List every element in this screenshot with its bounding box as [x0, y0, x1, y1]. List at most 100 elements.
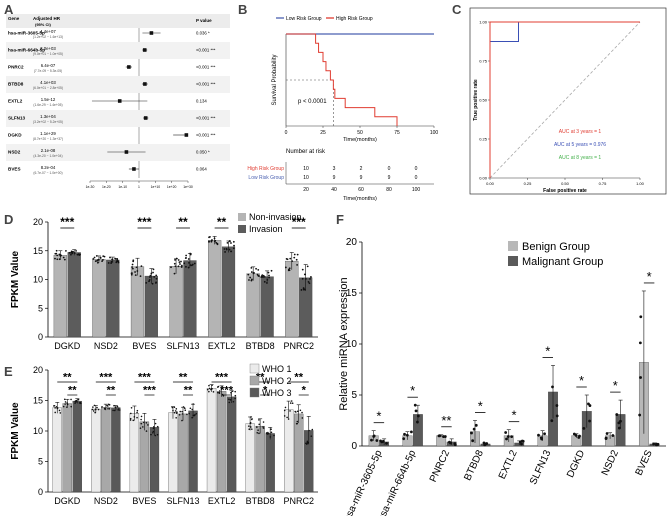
- bar: [245, 423, 255, 493]
- bar-data-point: [638, 413, 642, 417]
- bar-data-point: [555, 404, 559, 407]
- bar-data-point: [266, 278, 269, 281]
- forest-hr-value: 4.4e+07: [40, 29, 56, 34]
- forest-p-value: 0.134: [196, 99, 207, 104]
- bar-data-point: [296, 264, 299, 266]
- forest-hr-value: 6.4e-07: [41, 63, 56, 68]
- bar-data-point: [130, 412, 132, 415]
- bar-data-point: [156, 425, 159, 428]
- bar-data-point: [175, 408, 178, 410]
- bar-data-point: [215, 241, 218, 244]
- bar: [208, 240, 222, 338]
- bar-data-point: [442, 435, 445, 438]
- bar-data-point: [230, 250, 232, 253]
- bar-data-point: [270, 428, 272, 431]
- bar-data-point: [250, 279, 253, 282]
- forest-ci-value: (1.2e+02 ~ 1.6e+13): [33, 35, 63, 39]
- bar: [226, 396, 237, 493]
- bar-data-point: [91, 408, 94, 411]
- roc-x-tick-label: 0.50: [561, 181, 570, 186]
- bar-data-point: [234, 390, 236, 393]
- bar-data-point: [233, 244, 235, 247]
- bar-data-point: [588, 419, 591, 423]
- forest-hr-value: 2.1e-08: [41, 148, 56, 153]
- bar-data-point: [185, 265, 187, 268]
- bar-data-point: [300, 289, 303, 291]
- bar-data-point: [135, 266, 138, 269]
- roc-y-tick-label: 1.00: [479, 20, 488, 25]
- bar-data-point: [119, 409, 121, 411]
- km-x-tick-label: 50: [357, 130, 363, 136]
- bar-data-point: [187, 258, 190, 260]
- bar-data-point: [230, 242, 232, 244]
- bar-data-point: [116, 259, 119, 262]
- bar-data-point: [266, 432, 268, 435]
- bar-data-point: [186, 413, 188, 416]
- risk-row-label: High Risk Group: [247, 166, 284, 172]
- forest-hr-value: 1.3e+04: [40, 114, 56, 119]
- bar-data-point: [95, 255, 98, 257]
- bar-data-point: [293, 256, 296, 259]
- bar-data-point: [555, 414, 559, 418]
- bar-data-point: [179, 410, 182, 413]
- sig-marker: ***: [220, 385, 234, 397]
- bar-y-tick-label: 0: [38, 487, 43, 497]
- forest-point: [143, 116, 148, 120]
- legend-swatch: [508, 241, 518, 251]
- bar-data-point: [223, 248, 226, 250]
- risk-x-tick-label: 80: [386, 187, 392, 193]
- bar-data-point: [63, 258, 66, 261]
- bar-data-point: [178, 261, 181, 264]
- bar: [265, 433, 275, 493]
- roc-y-tick-label: 0.75: [479, 59, 488, 64]
- forest-header-hr-sub: (95% CI): [35, 22, 51, 27]
- bar-data-point: [284, 266, 287, 269]
- bar-data-point: [115, 260, 118, 263]
- risk-x-tick-label: 40: [331, 187, 337, 193]
- bar-data-point: [305, 442, 307, 445]
- forest-row-bg: [6, 110, 230, 127]
- bar-y-tick-label: 0: [38, 332, 43, 342]
- bar: [221, 246, 236, 338]
- panel-label-b: B: [238, 2, 248, 17]
- bar-data-point: [185, 254, 188, 257]
- bar-data-point: [470, 431, 473, 435]
- bar-data-point: [652, 442, 656, 446]
- forest-point: [132, 167, 136, 171]
- bar-data-point: [257, 268, 260, 271]
- sig-marker: **: [179, 372, 188, 384]
- bar-data-point: [140, 415, 143, 418]
- forest-point: [124, 150, 129, 154]
- bar-data-point: [267, 271, 270, 274]
- sig-marker: ***: [138, 372, 152, 384]
- bar-category-label: EXTL2: [208, 341, 236, 351]
- bar-data-point: [605, 432, 609, 435]
- bar: [216, 391, 227, 493]
- roc-y-label: True positive rate: [473, 79, 479, 121]
- bar-data-point: [255, 267, 257, 270]
- sig-marker: **: [294, 372, 303, 384]
- bar-data-point: [293, 253, 296, 256]
- bar-data-point: [250, 416, 252, 418]
- km-x-tick-label: 0: [285, 130, 288, 136]
- bar-data-point: [448, 440, 451, 444]
- bar-y-label: FPKM Value: [10, 402, 21, 460]
- bar-data-point: [234, 394, 237, 397]
- bar-data-point: [262, 426, 264, 428]
- bar-data-point: [380, 440, 384, 444]
- bar-category-label: BVES: [634, 448, 655, 477]
- legend-swatch: [249, 375, 260, 386]
- bar-data-point: [181, 410, 183, 413]
- bar-data-point: [220, 387, 223, 390]
- bar-category-label: PNRC2: [283, 341, 314, 351]
- forest-p-value: <0.001 ***: [196, 116, 216, 121]
- bar-data-point: [58, 258, 61, 261]
- forest-gene-label: hsa-miR-3605-5p: [8, 31, 45, 36]
- bar-data-point: [296, 410, 299, 413]
- bar-data-point: [74, 402, 76, 404]
- bar-data-point: [208, 384, 210, 387]
- bar: [106, 259, 120, 338]
- bar-data-point: [112, 409, 114, 412]
- bar-data-point: [79, 401, 82, 404]
- forest-row-bg: [6, 144, 230, 161]
